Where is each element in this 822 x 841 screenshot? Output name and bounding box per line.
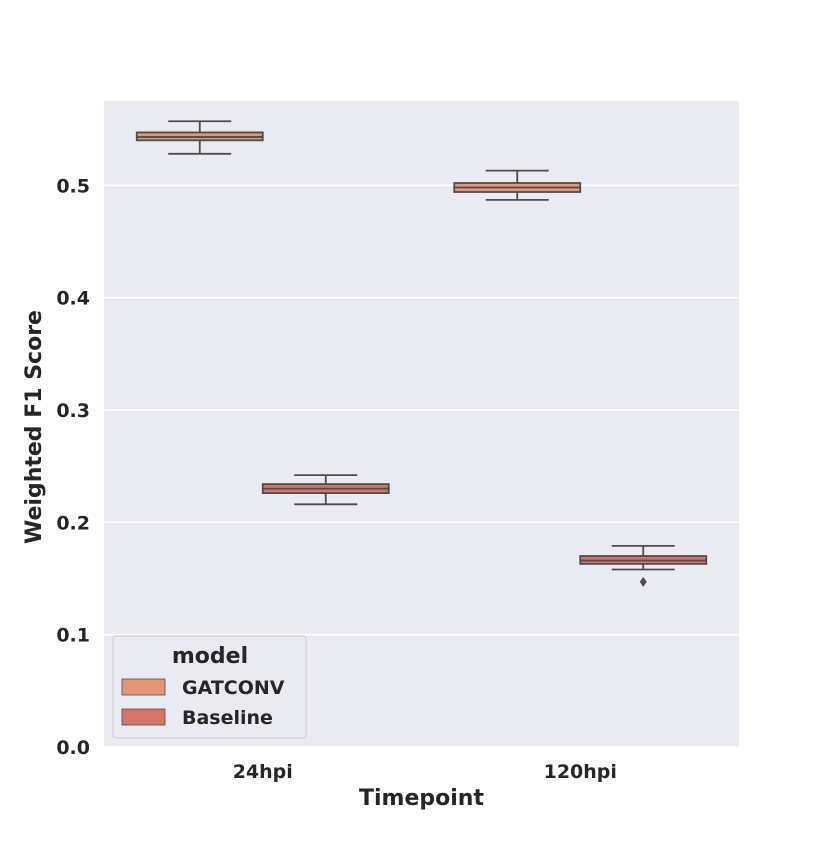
y-tick-label: 0.0 [56,737,90,759]
x-tick-label: 24hpi [233,761,293,783]
legend-label: GATCONV [182,677,285,699]
x-tick-label: 120hpi [544,761,617,783]
legend-label: Baseline [182,707,273,729]
y-tick-label: 0.3 [56,400,90,422]
legend-swatch [121,678,166,696]
legend: model GATCONV Baseline [112,635,307,739]
outlier-point [639,576,647,587]
y-tick-label: 0.1 [56,625,90,647]
legend-title: model [172,644,248,669]
y-tick-label: 0.5 [56,175,90,197]
box-Baseline-120hpi [579,544,708,587]
legend-swatch [121,708,166,726]
boxes [135,120,708,587]
box-GATCONV-120hpi [453,169,582,201]
x-tick-labels: 24hpi 120hpi [233,761,617,783]
box-GATCONV-24hpi [135,120,264,155]
grid-lines [104,184,739,748]
y-tick-labels: 0.0 0.1 0.2 0.3 0.4 0.5 [56,175,90,759]
x-axis-label: Timepoint [359,786,484,811]
y-tick-label: 0.2 [56,512,90,534]
box-Baseline-24hpi [261,474,390,506]
y-tick-label: 0.4 [56,288,90,310]
legend-items: GATCONV Baseline [121,677,285,729]
y-axis-label: Weighted F1 Score [22,310,47,544]
